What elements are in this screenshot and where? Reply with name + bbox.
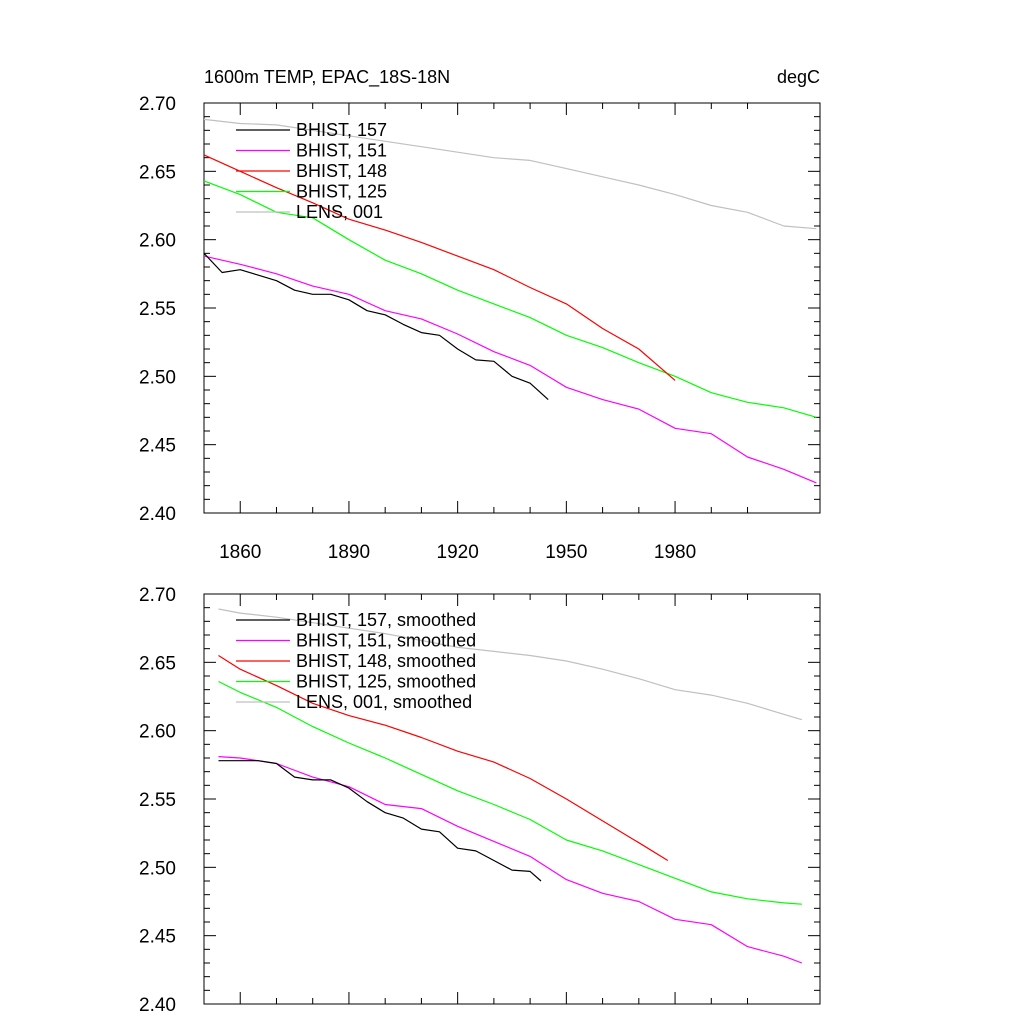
legend-label: LENS, 001, smoothed [296, 692, 472, 712]
x-tick-label: 1860 [219, 542, 261, 563]
series-line-bhist-148 [203, 154, 676, 381]
x-tick-label: 1980 [654, 542, 696, 563]
y-tick-label: 2.50 [139, 858, 176, 879]
y-tick-label: 2.55 [139, 790, 176, 811]
legend-label: BHIST, 151, smoothed [296, 631, 476, 651]
bottom-panel: 2.70 2.65 2.60 2.55 2.50 2.45 2.40 BHIST, 157,… [139, 585, 821, 1016]
units-label: degC [777, 67, 820, 87]
x-tick-label: 1950 [545, 542, 587, 563]
y-tick-label: 2.55 [139, 299, 176, 320]
series-line-bhist-125 [203, 180, 817, 418]
y-tick-label: 2.70 [139, 94, 176, 115]
series-line-bhist-125-smoothed [218, 680, 802, 905]
series-line-bhist-157 [203, 252, 549, 401]
legend-label: LENS, 001 [296, 202, 383, 222]
series-line-bhist-151-smoothed [218, 756, 803, 964]
series-lines [203, 118, 817, 484]
x-tick-label: 1920 [437, 542, 479, 563]
axis-ticks [203, 593, 821, 1005]
y-tick-label: 2.50 [139, 367, 176, 388]
series-lines [218, 608, 803, 964]
series-line-bhist-157-smoothed [218, 760, 542, 882]
series-line-lens-001 [203, 118, 817, 230]
y-tick-label: 2.65 [139, 653, 176, 674]
y-tick-label: 2.45 [139, 927, 176, 948]
series-line-bhist-148-smoothed [218, 654, 669, 862]
legend-label: BHIST, 151 [296, 141, 387, 161]
x-axis-labels: 1860 1890 1920 1950 1980 [219, 542, 696, 563]
series-line-lens-001-smoothed [218, 608, 803, 721]
legend-label: BHIST, 157, smoothed [296, 610, 476, 630]
y-axis-labels: 2.70 2.65 2.60 2.55 2.50 2.45 2.40 [139, 585, 176, 1016]
y-tick-label: 2.60 [139, 722, 176, 743]
legend-label: BHIST, 148, smoothed [296, 651, 476, 671]
y-tick-label: 2.40 [139, 995, 176, 1016]
axis-ticks [203, 102, 821, 514]
legend-label: BHIST, 125, smoothed [296, 672, 476, 692]
y-axis-labels: 2.70 2.65 2.60 2.55 2.50 2.45 2.40 [139, 94, 176, 525]
y-tick-label: 2.70 [139, 585, 176, 606]
series-line-bhist-151 [203, 255, 817, 484]
legend-label: BHIST, 148 [296, 161, 387, 181]
y-tick-label: 2.40 [139, 504, 176, 525]
x-tick-label: 1890 [328, 542, 370, 563]
top-panel: 1600m TEMP, EPAC_18S-18N degC 2.702.652.… [139, 67, 821, 563]
chart-title: 1600m TEMP, EPAC_18S-18N [204, 67, 450, 88]
y-tick-label: 2.65 [139, 162, 176, 183]
legend-label: BHIST, 157 [296, 120, 387, 140]
legend-label: BHIST, 125 [296, 182, 387, 202]
y-tick-label: 2.45 [139, 436, 176, 457]
y-tick-label: 2.60 [139, 231, 176, 252]
